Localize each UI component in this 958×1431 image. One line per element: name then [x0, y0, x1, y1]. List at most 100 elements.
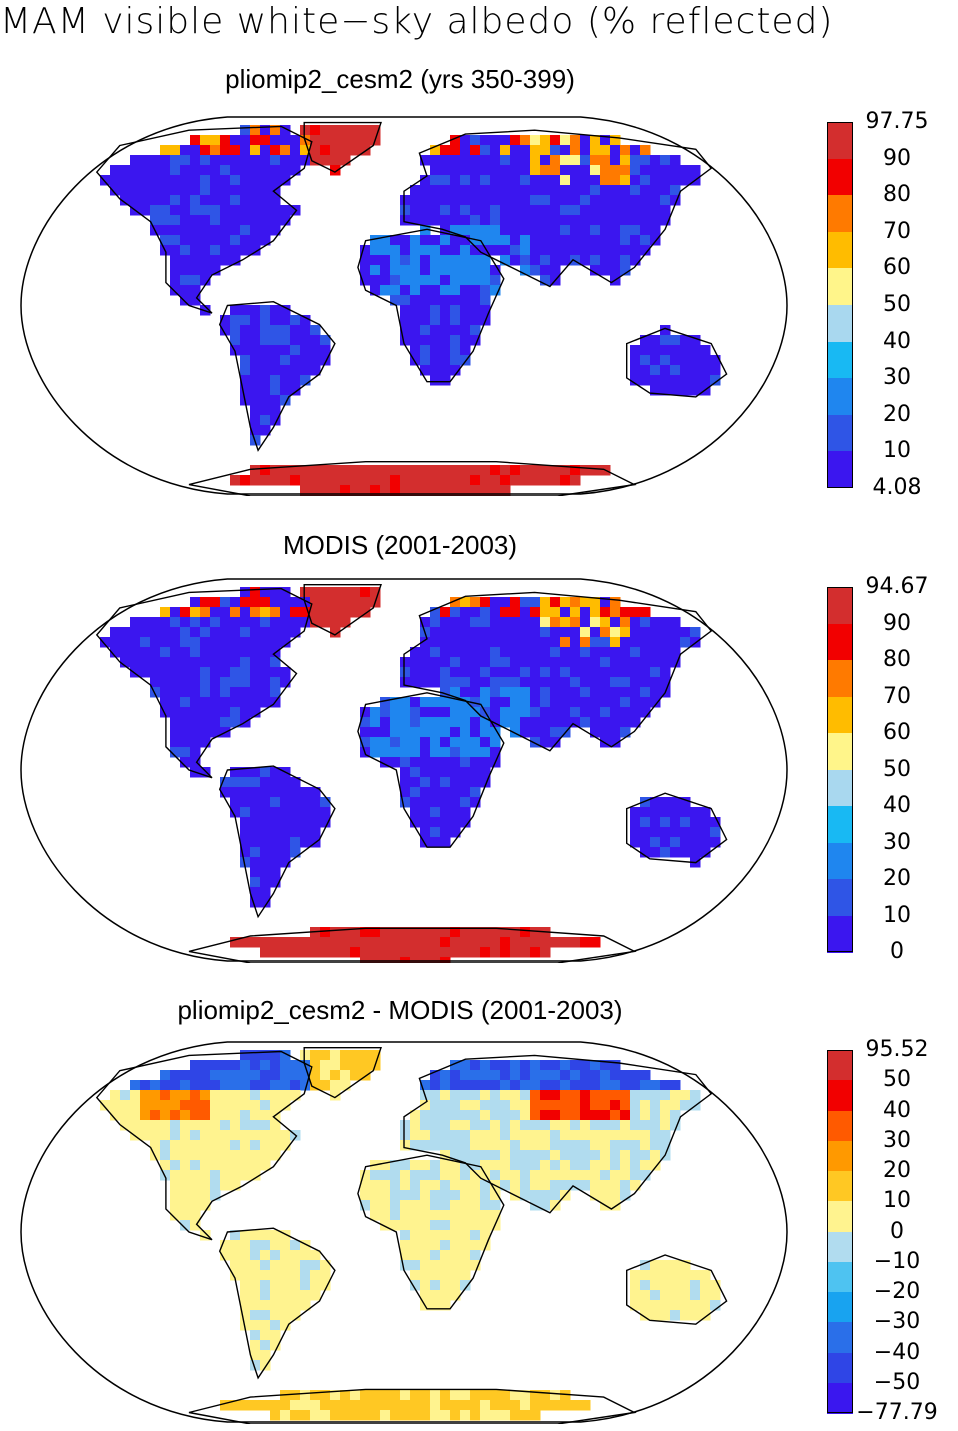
- grid-cell: [280, 125, 291, 136]
- grid-cell: [460, 937, 471, 948]
- grid-cell: [460, 1390, 471, 1401]
- grid-cell: [640, 1140, 651, 1151]
- grid-cell: [630, 225, 641, 236]
- grid-cell: [610, 1190, 621, 1201]
- grid-cell: [430, 957, 441, 963]
- grid-cell: [400, 1240, 411, 1251]
- grid-cell: [420, 1160, 431, 1171]
- grid-cell: [510, 215, 521, 226]
- grid-cell: [520, 1080, 531, 1091]
- grid-cell: [420, 757, 431, 768]
- colorbar-swatch: [827, 231, 853, 269]
- grid-cell: [480, 1070, 491, 1081]
- grid-cell: [440, 707, 451, 718]
- grid-cell: [520, 727, 531, 738]
- grid-cell: [240, 245, 251, 256]
- grid-cell: [530, 717, 541, 728]
- grid-cell: [250, 817, 261, 828]
- grid-cell: [200, 627, 211, 638]
- grid-cell: [150, 185, 161, 196]
- grid-cell: [670, 1090, 681, 1101]
- grid-cell: [480, 747, 491, 758]
- grid-cell: [660, 1090, 671, 1101]
- grid-cell: [520, 657, 531, 668]
- grid-cell: [450, 485, 461, 496]
- grid-cell: [500, 215, 511, 226]
- grid-cell: [550, 1110, 561, 1121]
- grid-cell: [250, 897, 261, 908]
- grid-cell: [560, 1130, 571, 1141]
- grid-cell: [300, 475, 311, 486]
- grid-cell: [220, 697, 231, 708]
- grid-cell: [140, 1100, 151, 1111]
- grid-cell: [600, 225, 611, 236]
- grid-cell: [370, 285, 381, 296]
- grid-cell: [450, 757, 461, 768]
- grid-cell: [470, 667, 481, 678]
- grid-cell: [550, 175, 561, 186]
- grid-cell: [620, 265, 631, 276]
- grid-cell: [480, 1120, 491, 1131]
- grid-cell: [710, 1300, 721, 1311]
- grid-cell: [480, 1110, 491, 1121]
- grid-cell: [260, 677, 271, 688]
- grid-cell: [190, 1130, 201, 1141]
- grid-cell: [660, 1110, 671, 1121]
- grid-cell: [190, 757, 201, 768]
- grid-cell: [160, 225, 171, 236]
- grid-cell: [240, 667, 251, 678]
- colorbar-swatch: [827, 1080, 853, 1111]
- grid-cell: [260, 587, 271, 598]
- grid-cell: [430, 235, 441, 246]
- grid-cell: [440, 485, 451, 496]
- grid-cell: [310, 475, 321, 486]
- grid-cell: [520, 205, 531, 216]
- grid-cell: [430, 1400, 441, 1411]
- grid-cell: [620, 687, 631, 698]
- grid-cell: [330, 937, 341, 948]
- grid-cell: [270, 385, 281, 396]
- grid-cell: [600, 205, 611, 216]
- grid-cell: [570, 1150, 581, 1161]
- grid-cell: [220, 1150, 231, 1161]
- grid-cell: [270, 1400, 281, 1411]
- grid-cell: [240, 777, 251, 788]
- grid-cell: [230, 205, 241, 216]
- map-canvas: [20, 116, 788, 496]
- grid-cell: [570, 1100, 581, 1111]
- colorbar-swatch: [827, 733, 853, 770]
- grid-cell: [670, 155, 681, 166]
- grid-cell: [240, 125, 251, 136]
- grid-cell: [230, 185, 241, 196]
- grid-cell: [420, 285, 431, 296]
- grid-cell: [220, 185, 231, 196]
- grid-cell: [250, 335, 261, 346]
- grid-cell: [260, 175, 271, 186]
- grid-cell: [190, 235, 201, 246]
- grid-cell: [140, 175, 151, 186]
- grid-cell: [610, 215, 621, 226]
- grid-cell: [480, 175, 491, 186]
- grid-cell: [670, 365, 681, 376]
- grid-cell: [370, 245, 381, 256]
- grid-cell: [330, 135, 341, 146]
- grid-cell: [140, 617, 151, 628]
- grid-cell: [250, 667, 261, 678]
- grid-cell: [580, 1130, 591, 1141]
- colorbar-swatch: [827, 1231, 853, 1263]
- grid-cell: [240, 587, 251, 598]
- grid-cell: [450, 937, 461, 948]
- grid-cell: [240, 857, 251, 868]
- grid-cell: [470, 687, 481, 698]
- colorbar-tick-label: 40: [883, 793, 911, 818]
- grid-cell: [490, 185, 501, 196]
- grid-cell: [170, 1200, 181, 1211]
- grid-cell: [560, 215, 571, 226]
- grid-cell: [320, 1060, 331, 1071]
- grid-cell: [270, 345, 281, 356]
- grid-cell: [450, 947, 461, 958]
- panel-title: pliomip2_cesm2 (yrs 350-399): [225, 64, 575, 94]
- grid-cell: [670, 335, 681, 346]
- grid-cell: [640, 647, 651, 658]
- grid-cell: [600, 165, 611, 176]
